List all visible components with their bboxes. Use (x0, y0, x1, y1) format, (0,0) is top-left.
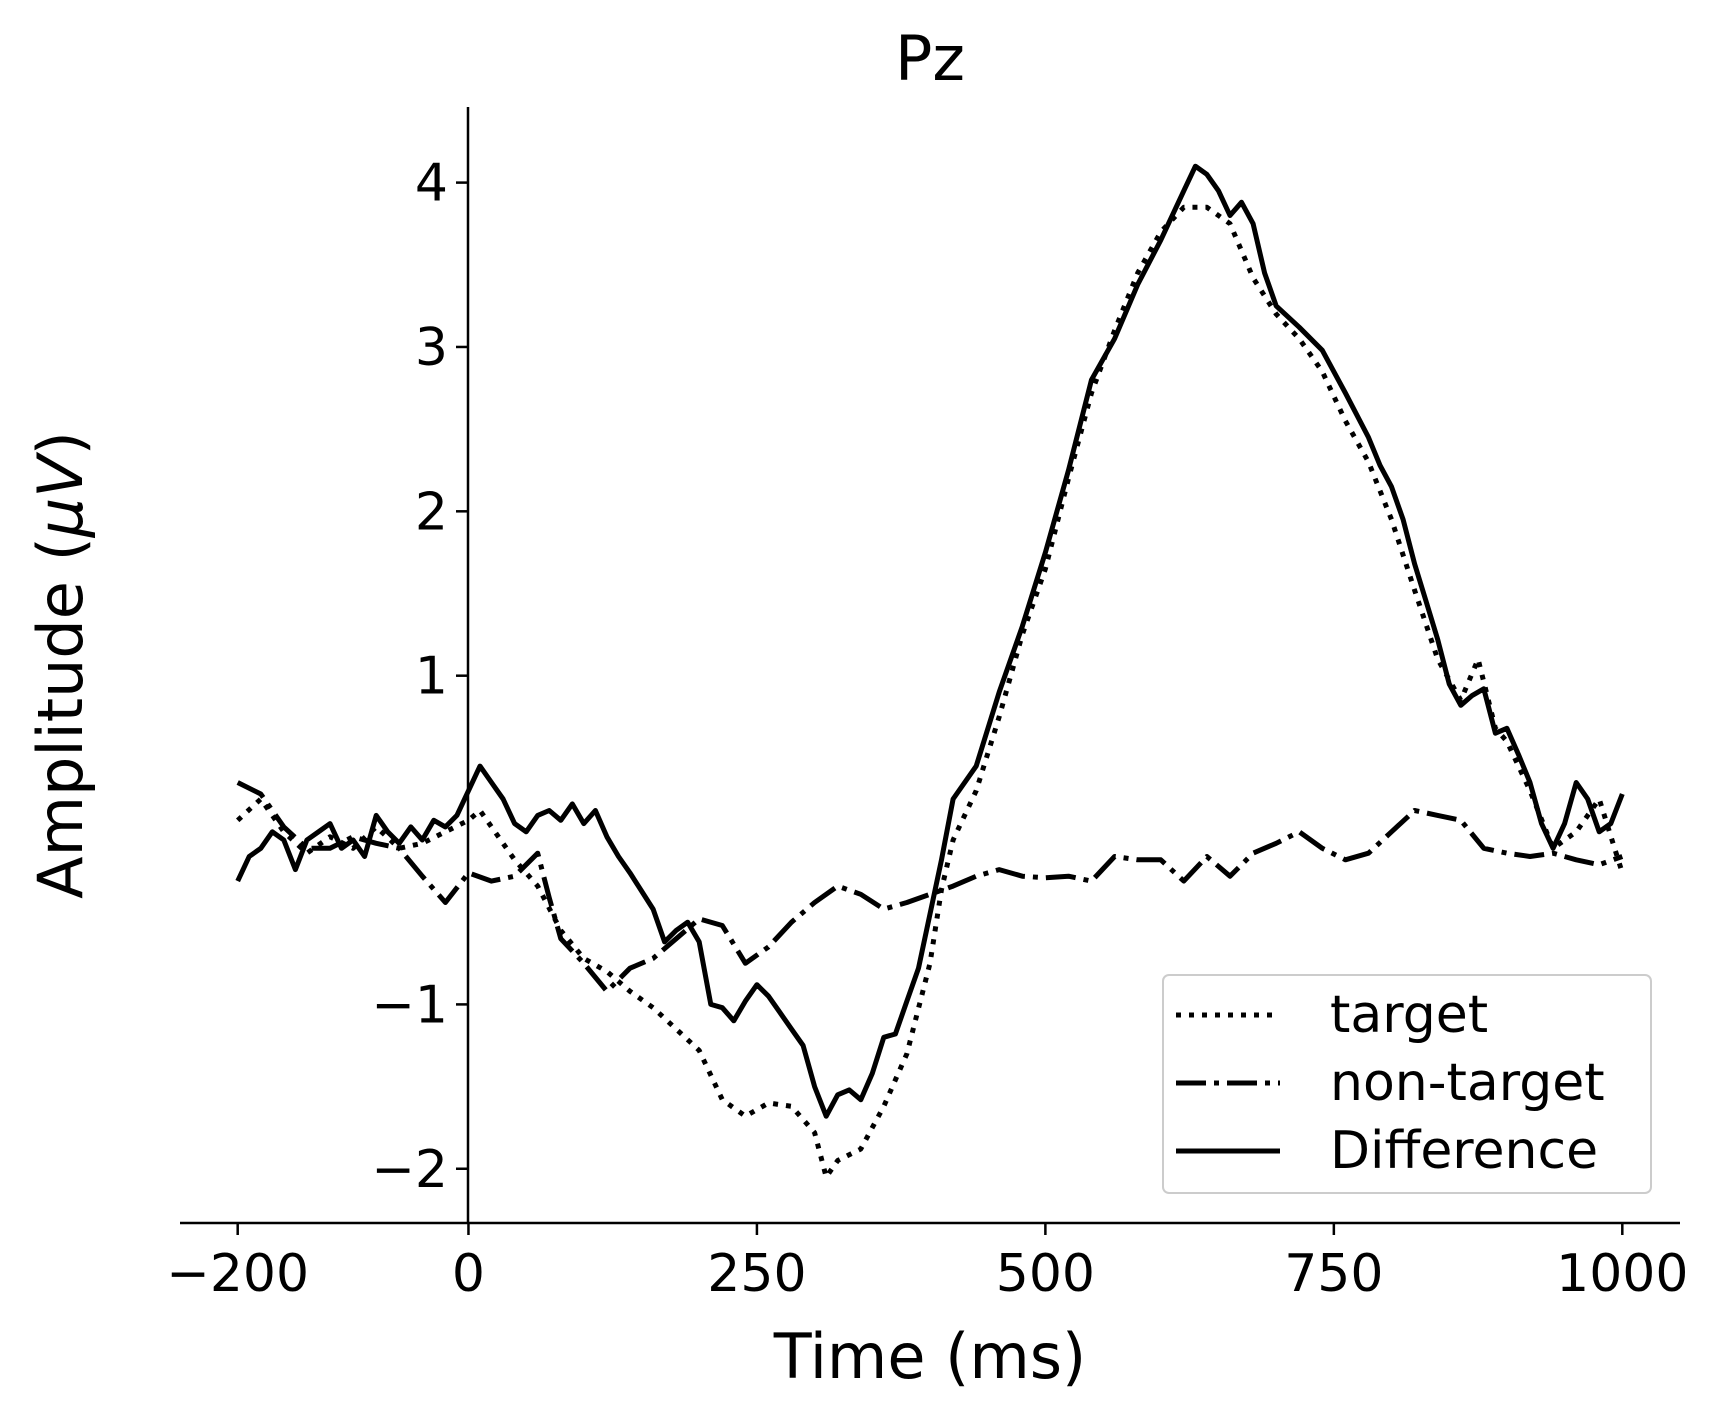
chart-title: Pz (895, 22, 965, 95)
x-tick-label: 1000 (1556, 1244, 1688, 1304)
y-axis-title-main: Amplitude ( (24, 537, 97, 899)
legend-label-difference: Difference (1330, 1121, 1598, 1181)
y-ticks: −2 −1 1 2 3 4 (371, 154, 468, 1200)
y-tick-label: −1 (371, 975, 448, 1035)
y-tick-label: 2 (415, 482, 448, 542)
y-tick-label: 4 (415, 154, 448, 214)
x-tick-label: −200 (166, 1244, 309, 1304)
x-tick-label: 750 (1284, 1244, 1383, 1304)
series-line-difference (235, 163, 1625, 1119)
legend-frame (1162, 974, 1652, 1194)
legend-label-target: target (1330, 985, 1488, 1045)
y-axis-title-unit: μV (24, 451, 97, 538)
series-line-non-target (236, 780, 1624, 994)
x-tick-label: 500 (996, 1244, 1095, 1304)
y-tick-label: −2 (371, 1140, 448, 1200)
y-tick-label: 1 (415, 647, 448, 707)
legend: target non-target Difference (1162, 974, 1652, 1194)
y-axis-title-close: ) (24, 431, 97, 455)
y-axis-title: Amplitude (μV) (24, 431, 97, 899)
x-tick-label: 0 (452, 1244, 485, 1304)
y-tick-label: 3 (415, 318, 448, 378)
x-ticks: −200 0 250 500 750 1000 (166, 1223, 1688, 1304)
series-line-target (236, 204, 1625, 1180)
series-layer (235, 163, 1625, 1180)
x-tick-label: 250 (707, 1244, 806, 1304)
legend-label-non-target: non-target (1330, 1053, 1605, 1113)
x-axis-title: Time (ms) (773, 1320, 1087, 1393)
